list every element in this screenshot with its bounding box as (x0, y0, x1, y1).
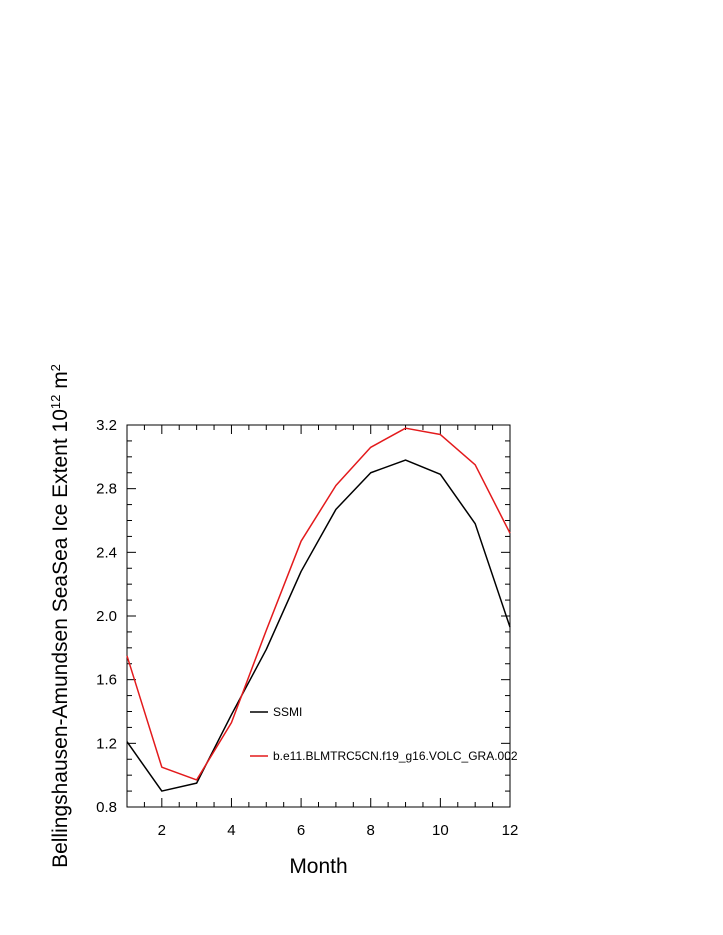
y-tick-label: 1.6 (96, 672, 117, 689)
data-series (126, 427, 511, 792)
x-tick-label: 8 (367, 822, 375, 839)
x-axis-title: Month (289, 855, 347, 878)
y-axis-title-exponent: 12 (48, 395, 63, 409)
y-tick-label: 1.2 (96, 735, 117, 752)
x-tick-label: 12 (502, 822, 519, 839)
legend-label: SSMI (273, 705, 302, 719)
y-axis-title: Bellingshausen-Amundsen SeaSea Ice Exten… (48, 364, 73, 868)
legend-label: b.e11.BLMTRC5CN.f19_g16.VOLC_GRA.002 (273, 749, 518, 763)
x-tick-label: 6 (297, 822, 305, 839)
y-tick-label: 2.8 (96, 481, 117, 498)
axis-ticks (126, 424, 511, 808)
series-line-ssmi (126, 459, 511, 792)
x-tick-label: 4 (227, 822, 235, 839)
y-tick-label: 2.4 (96, 544, 117, 561)
y-tick-label: 2.0 (96, 608, 117, 625)
x-tick-label: 2 (158, 822, 166, 839)
y-axis-title-main: Bellingshausen-Amundsen SeaSea Ice Exten… (49, 409, 72, 868)
y-axis-title-unit: m (49, 371, 72, 394)
axis-tick-labels: 2 4 6 8 10 12 0.8 1.2 1.6 2.0 2.4 2.8 3.2 (96, 417, 518, 839)
series-line-model (126, 427, 511, 781)
y-tick-label: 3.2 (96, 417, 117, 434)
x-tick-label: 10 (432, 822, 449, 839)
y-tick-label: 0.8 (96, 799, 117, 816)
legend: SSMI b.e11.BLMTRC5CN.f19_g16.VOLC_GRA.002 (250, 705, 518, 763)
y-axis-title-unit-exponent: 2 (48, 364, 63, 371)
